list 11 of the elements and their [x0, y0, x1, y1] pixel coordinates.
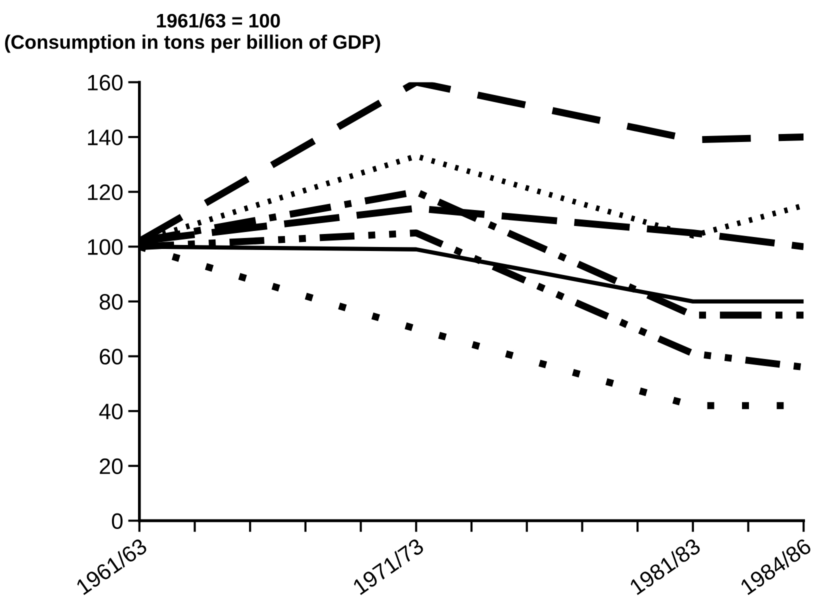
- y-tick-label: 160: [88, 74, 123, 90]
- chart-subtitle: (Consumption in tons per billion of GDP): [5, 34, 380, 53]
- y-tick-label: 0: [112, 513, 123, 529]
- y-tick-label: 140: [88, 130, 123, 146]
- y-tick-label: 120: [88, 184, 123, 200]
- y-tick-label: 60: [100, 348, 123, 365]
- y-tick-label: 20: [100, 458, 123, 474]
- y-tick-label: 100: [88, 239, 123, 255]
- chart-title: 1961/63 = 100: [157, 13, 280, 28]
- y-tick-label: 80: [100, 294, 123, 310]
- y-tick-label: 40: [99, 404, 123, 420]
